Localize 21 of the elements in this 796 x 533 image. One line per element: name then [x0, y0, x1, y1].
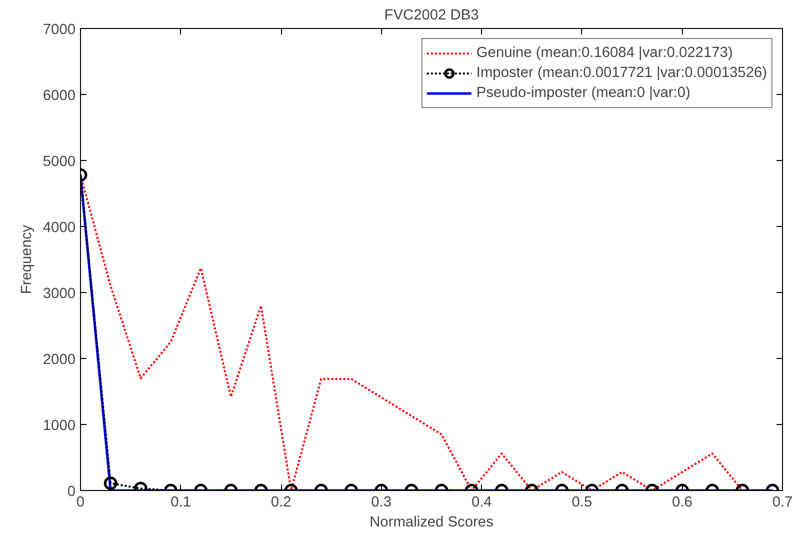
x-tick-label: 0.3 [371, 494, 392, 510]
y-tick-label: 1000 [42, 418, 76, 434]
x-tick-label: 0.4 [471, 494, 492, 510]
x-tick-label: 0.7 [772, 494, 793, 510]
legend-label: Imposter (mean:0.0017721 |var:0.00013526) [476, 65, 767, 81]
y-tick-label: 7000 [42, 22, 76, 38]
y-tick-label: 2000 [42, 352, 76, 368]
x-tick-label: 0.6 [672, 494, 692, 510]
y-axis-title: Frequency [18, 224, 35, 294]
y-tick-label: 4000 [42, 220, 76, 236]
chart-title: FVC2002 DB3 [384, 8, 479, 24]
x-axis-title: Normalized Scores [370, 514, 494, 530]
y-tick-label: 3000 [42, 286, 76, 302]
legend-label: Genuine (mean:0.16084 |var:0.022173) [476, 45, 733, 61]
y-tick-label: 5000 [42, 154, 76, 170]
y-tick-label: 6000 [42, 88, 76, 104]
x-tick-label: 0.2 [270, 494, 292, 510]
x-tick-label: 0.5 [572, 494, 592, 510]
y-tick-label: 0 [67, 484, 76, 500]
legend-label: Pseudo-imposter (mean:0 |var:0) [476, 85, 690, 101]
x-tick-label: 0.1 [170, 494, 191, 510]
